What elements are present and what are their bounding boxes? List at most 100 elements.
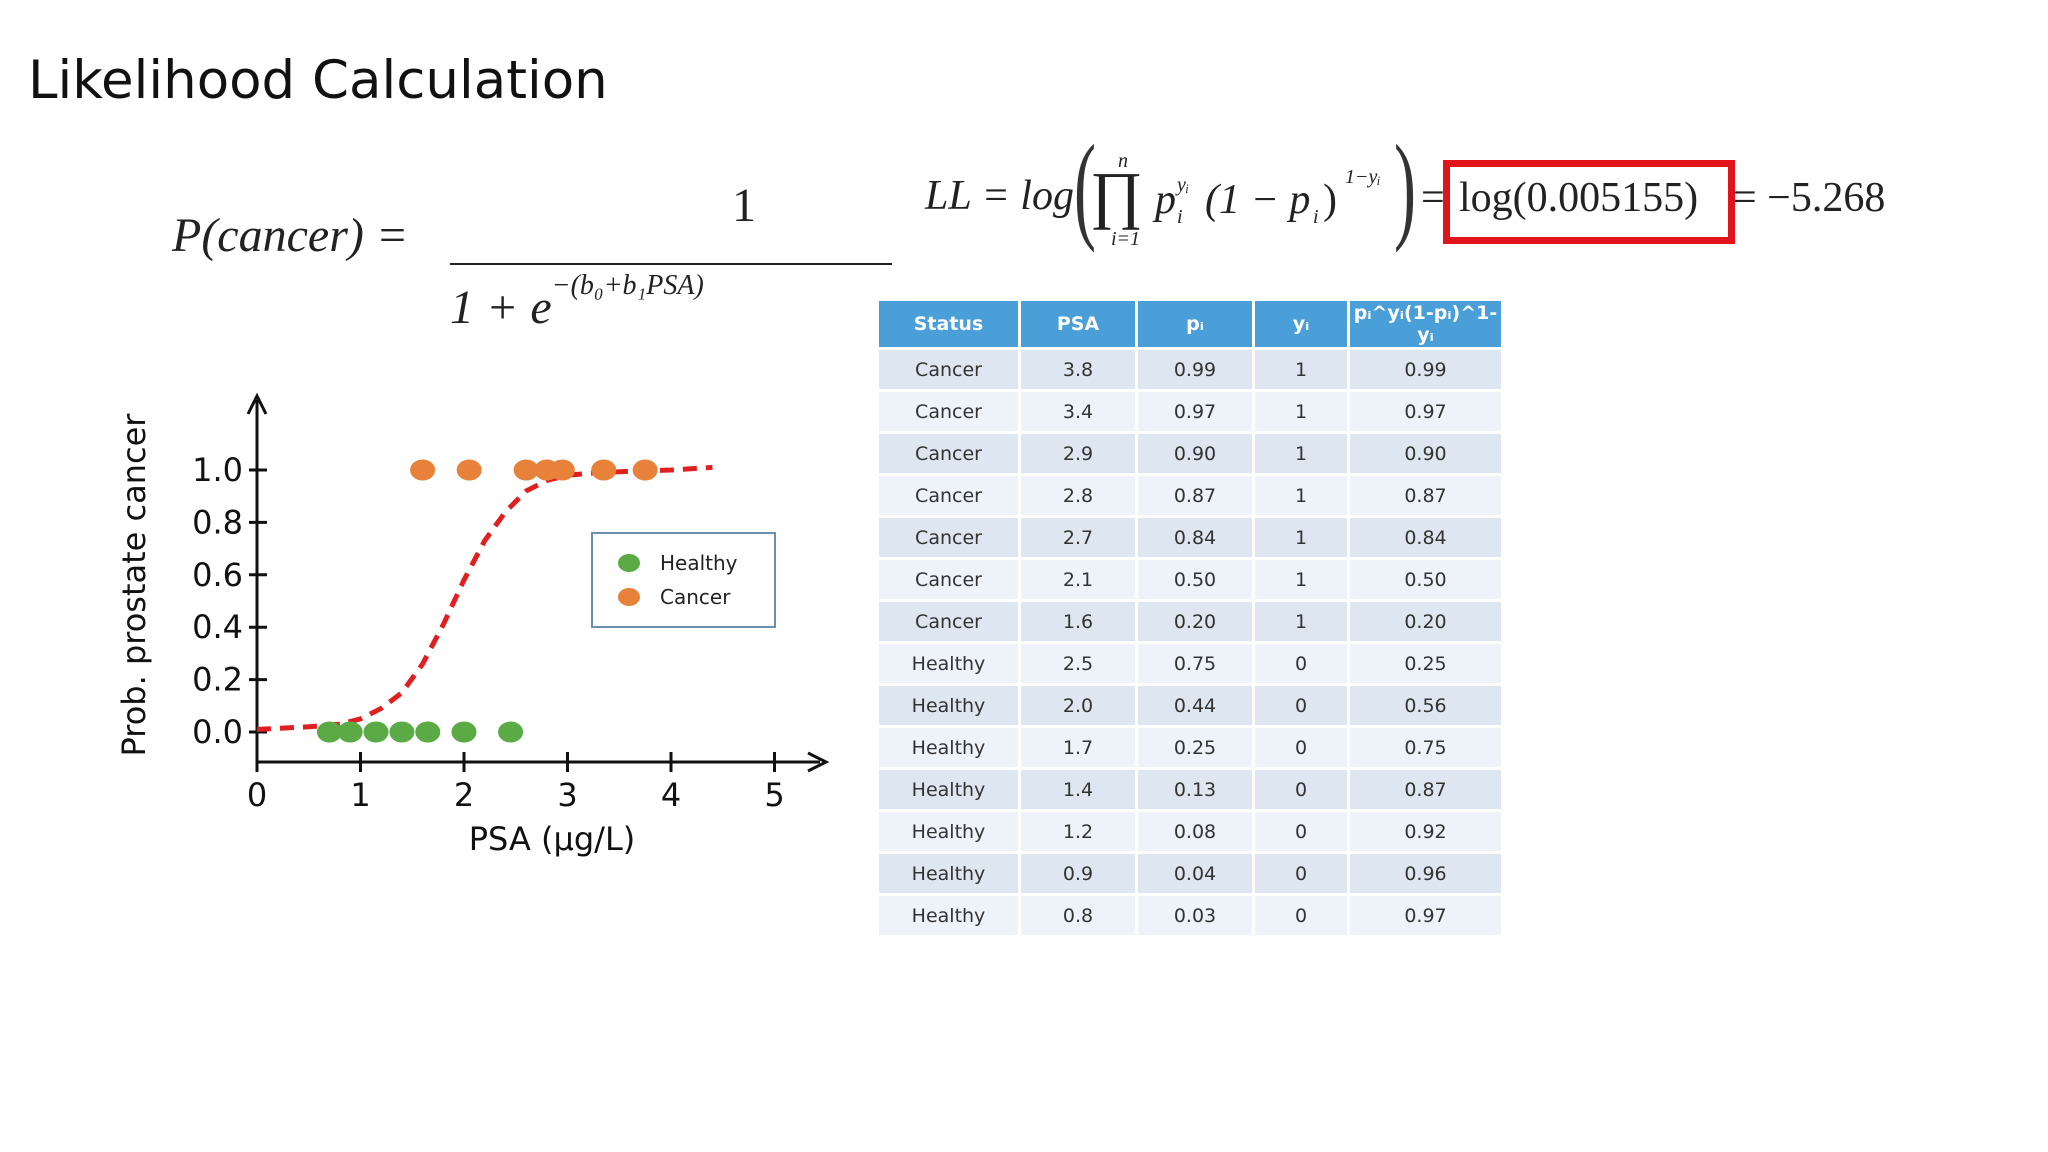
cell-psa: 2.1 [1021,560,1135,599]
cell-term: 0.87 [1350,770,1501,809]
x-tick-label: 3 [557,776,577,814]
healthy-point [363,721,389,743]
ll-highlight-value: log(0.005155) [1459,175,1699,221]
cell-y: 1 [1255,476,1347,515]
x-tick-label: 0 [247,776,267,814]
cell-y: 0 [1255,686,1347,725]
cell-psa: 2.9 [1021,434,1135,473]
cell-status: Healthy [879,896,1018,935]
cell-psa: 1.7 [1021,728,1135,767]
ll-product: ∏ [1090,159,1143,230]
cell-p: 0.13 [1138,770,1252,809]
cell-status: Healthy [879,812,1018,851]
cell-term: 0.50 [1350,560,1501,599]
cell-status: Cancer [879,392,1018,431]
cell-status: Healthy [879,644,1018,683]
cell-term: 0.97 [1350,896,1501,935]
cell-p: 0.20 [1138,602,1252,641]
y-axis-arrow [246,392,268,415]
table-row: Cancer 1.6 0.20 1 0.20 [879,602,1501,641]
cancer-point [410,459,436,481]
y-tick-label: 0.0 [192,713,243,751]
table-row: Healthy 1.2 0.08 0 0.92 [879,812,1501,851]
ll-term2-close: ) [1323,177,1337,223]
legend-box [591,532,776,628]
header-p: pᵢ [1138,301,1252,347]
healthy-point [389,721,415,743]
ll-product-bottom: i=1 [1111,228,1141,250]
y-tick-label: 0.8 [192,503,243,541]
probability-table: Status PSA pᵢ yᵢ pᵢ^yᵢ(1-pᵢ)^1-yᵢ Cancer… [876,298,1504,938]
cell-psa: 1.6 [1021,602,1135,641]
cell-status: Healthy [879,686,1018,725]
sigmoid-exponent: −(b₀+b₁PSA) [551,270,704,301]
cell-p: 0.90 [1138,434,1252,473]
header-status: Status [879,301,1018,347]
healthy-point [451,721,477,743]
cell-p: 0.97 [1138,392,1252,431]
ll-lhs: LL = log [925,173,1074,219]
cell-status: Cancer [879,518,1018,557]
cell-y: 1 [1255,434,1347,473]
cell-status: Healthy [879,728,1018,767]
cell-status: Healthy [879,770,1018,809]
cell-y: 0 [1255,644,1347,683]
ll-product-top: n [1118,150,1128,172]
cell-term: 0.25 [1350,644,1501,683]
sigmoid-denominator: 1 + e−(b₀+b₁PSA) [450,270,704,335]
cell-p: 0.87 [1138,476,1252,515]
legend-healthy-label: Healthy [660,551,738,575]
cell-y: 1 [1255,560,1347,599]
cell-p: 0.99 [1138,350,1252,389]
x-tick-label: 2 [454,776,474,814]
header-y: yᵢ [1255,301,1347,347]
header-psa: PSA [1021,301,1135,347]
cell-status: Cancer [879,560,1018,599]
cell-p: 0.03 [1138,896,1252,935]
cancer-point [549,459,575,481]
cell-y: 1 [1255,392,1347,431]
sigmoid-denominator-base: 1 + e [450,281,552,334]
cell-psa: 0.8 [1021,896,1135,935]
cell-p: 0.04 [1138,854,1252,893]
header-likelihood-term: pᵢ^yᵢ(1-pᵢ)^1-yᵢ [1350,301,1501,347]
y-tick-label: 1.0 [192,451,243,489]
cell-p: 0.84 [1138,518,1252,557]
cell-psa: 2.8 [1021,476,1135,515]
sigmoid-formula: P(cancer) = 1 1 + e−(b₀+b₁PSA) [172,168,892,334]
cell-p: 0.08 [1138,812,1252,851]
cell-psa: 3.4 [1021,392,1135,431]
cancer-point [456,459,482,481]
cell-psa: 1.2 [1021,812,1135,851]
cell-psa: 0.9 [1021,854,1135,893]
table-row: Cancer 2.1 0.50 1 0.50 [879,560,1501,599]
ll-term2-sup: 1−yᵢ [1345,166,1381,188]
cell-y: 0 [1255,812,1347,851]
cell-psa: 2.5 [1021,644,1135,683]
ll-term1-sub: i [1177,206,1183,228]
ll-term1-sup: yᵢ [1177,174,1190,196]
x-axis-label: PSA (µg/L) [469,820,636,858]
legend-cancer-marker [618,588,640,606]
cell-y: 0 [1255,896,1347,935]
cell-term: 0.97 [1350,392,1501,431]
cell-term: 0.90 [1350,434,1501,473]
cancer-point [632,459,658,481]
left-paren: ( [1073,120,1096,253]
cell-term: 0.99 [1350,350,1501,389]
ll-term2: (1 − p [1205,177,1311,223]
x-tick-label: 1 [350,776,370,814]
cell-term: 0.92 [1350,812,1501,851]
right-paren: ) [1393,120,1416,253]
table-row: Cancer 2.9 0.90 1 0.90 [879,434,1501,473]
ll-term2-sub: i [1313,206,1319,228]
cell-p: 0.44 [1138,686,1252,725]
x-tick-label: 5 [764,776,784,814]
cell-status: Healthy [879,854,1018,893]
table-row: Healthy 1.4 0.13 0 0.87 [879,770,1501,809]
table-row: Cancer 3.4 0.97 1 0.97 [879,392,1501,431]
healthy-point [337,721,363,743]
x-tick-label: 4 [661,776,681,814]
cancer-point [591,459,617,481]
table-row: Cancer 2.8 0.87 1 0.87 [879,476,1501,515]
